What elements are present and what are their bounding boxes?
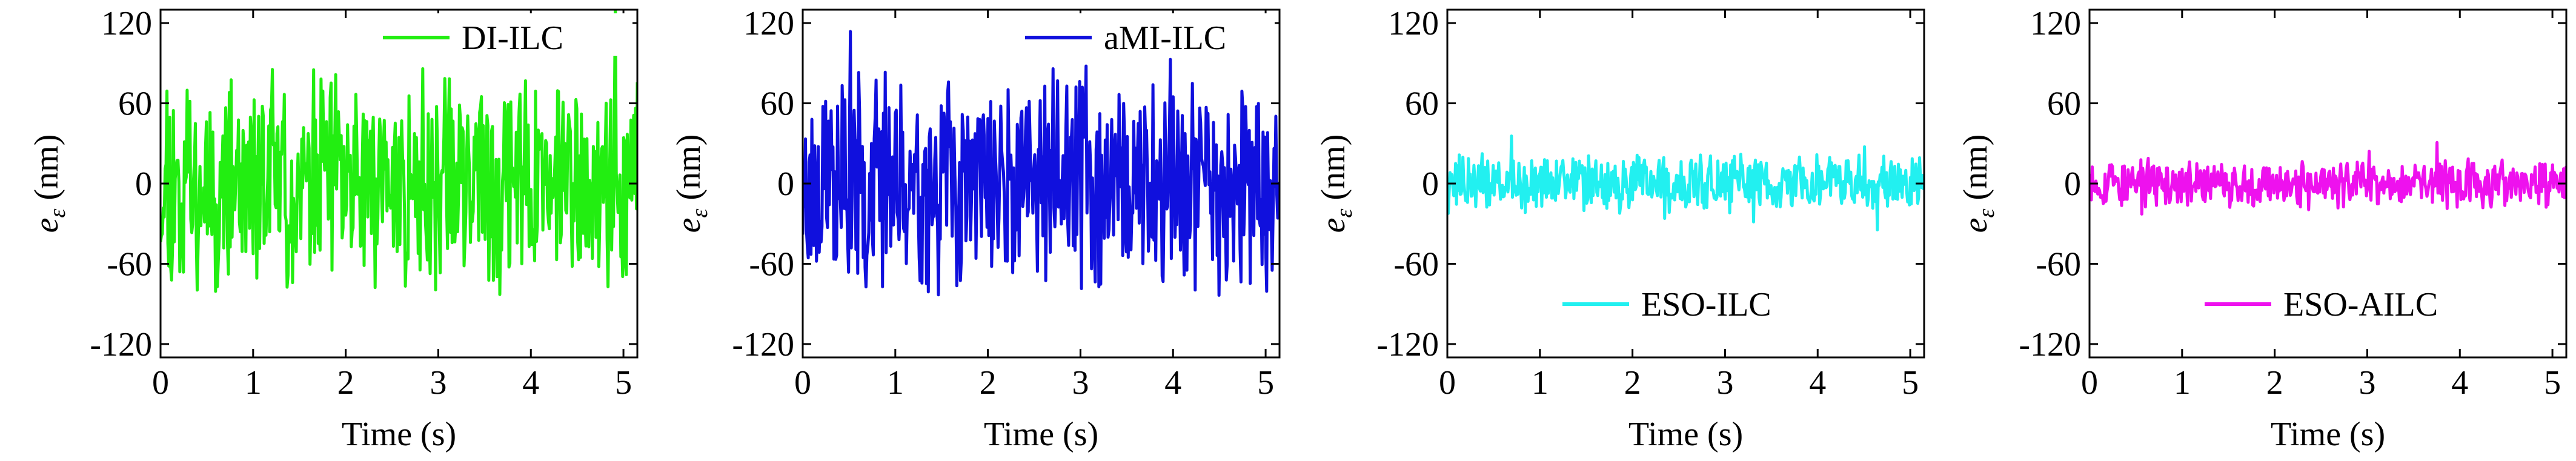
legend-background: [1020, 13, 1275, 56]
x-axis-label: Time (s): [2271, 416, 2385, 453]
y-tick-label: 0: [135, 165, 152, 203]
x-tick-label: 0: [152, 364, 169, 402]
y-axis-label-subscript: ε: [45, 208, 70, 217]
x-tick-label: 2: [980, 364, 997, 402]
y-tick-label: -60: [1393, 245, 1439, 283]
x-tick-label: 0: [1439, 364, 1456, 402]
y-tick-label: 0: [1422, 165, 1439, 203]
y-tick-label: -120: [1376, 326, 1439, 363]
y-tick-label: -120: [732, 326, 794, 363]
x-tick-label: 5: [1257, 364, 1274, 402]
x-tick-label: 4: [522, 364, 539, 402]
y-axis-label-symbol: e: [28, 217, 65, 233]
x-tick-label: 4: [1809, 364, 1826, 402]
x-tick-label: 4: [2451, 364, 2468, 402]
legend-label: DI-ILC: [462, 19, 563, 57]
series-line-DI-ILC: [161, 10, 637, 296]
y-axis-label-symbol: e: [1957, 217, 1994, 233]
y-tick-label: 0: [2064, 165, 2081, 203]
x-tick-label: 0: [2081, 364, 2098, 402]
x-tick-label: 5: [2544, 364, 2561, 402]
legend-background: [1558, 280, 1812, 322]
y-tick-label: 120: [101, 5, 152, 42]
legend-label: ESO-AILC: [2283, 286, 2438, 323]
x-tick-label: 3: [1716, 364, 1733, 402]
x-tick-label: 4: [1164, 364, 1181, 402]
chart-panel-1: 0 1 2 3 4 5 120 60 0 -60 -120 Time (s) eε (nm) DI-ILC: [28, 5, 639, 453]
series-line-ESO-AILC: [2090, 141, 2566, 216]
y-tick-label: 60: [2047, 85, 2081, 123]
x-tick-label: 2: [1624, 364, 1641, 402]
legend-label: ESO-ILC: [1641, 286, 1771, 323]
y-axis-label-subscript: ε: [1974, 208, 1999, 217]
y-tick-label: 60: [118, 85, 152, 123]
y-axis-label-subscript: ε: [1332, 208, 1357, 217]
y-axis-label-unit: (nm): [28, 134, 65, 209]
y-tick-label: 60: [1405, 85, 1439, 123]
y-tick-label: 120: [1388, 5, 1439, 42]
chart-panel-2: 0 1 2 3 4 5 120 60 0 -60 -120 Time (s) eε (nm) aMI-IL…: [670, 5, 1281, 453]
x-tick-label: 3: [430, 364, 446, 402]
y-tick-label: -120: [2019, 326, 2081, 363]
chart-panel-4: 0 1 2 3 4 5 120 60 0 -60 -120 Time (s) eε (nm) ESO-AI…: [1957, 5, 2568, 453]
y-tick-label: 0: [777, 165, 794, 203]
y-axis-label-symbol: e: [1315, 217, 1352, 233]
x-axis-label: Time (s): [342, 416, 456, 453]
x-tick-label: 1: [887, 364, 904, 402]
series-line-aMI-ILC: [803, 30, 1280, 297]
x-tick-label: 0: [794, 364, 811, 402]
legend-background: [378, 13, 632, 56]
y-axis-label-symbol: e: [670, 217, 708, 233]
y-tick-label: -120: [90, 326, 152, 363]
x-tick-label: 2: [2266, 364, 2283, 402]
y-tick-label: 60: [760, 85, 794, 123]
y-axis-label: eε (nm): [28, 134, 70, 233]
legend-label: aMI-ILC: [1104, 19, 1226, 57]
y-tick-label: -60: [749, 245, 794, 283]
y-axis-label-unit: (nm): [1315, 134, 1352, 209]
y-tick-label: 120: [743, 5, 794, 42]
y-tick-label: -60: [2036, 245, 2081, 283]
y-tick-label: -60: [107, 245, 152, 283]
y-axis-label: eε (nm): [1315, 134, 1357, 233]
y-tick-label: 120: [2030, 5, 2081, 42]
x-tick-label: 3: [2359, 364, 2375, 402]
x-tick-label: 5: [615, 364, 632, 402]
y-axis-label: eε (nm): [1957, 134, 1999, 233]
chart-panel-3: 0 1 2 3 4 5 120 60 0 -60 -120 Time (s) eε (nm) ESO-IL…: [1315, 5, 1925, 453]
x-tick-label: 2: [337, 364, 354, 402]
x-tick-label: 1: [2174, 364, 2191, 402]
y-axis-label-unit: (nm): [670, 134, 708, 209]
x-tick-label: 1: [1532, 364, 1549, 402]
series-line-ESO-ILC: [1447, 134, 1924, 231]
y-axis-label-subscript: ε: [687, 208, 712, 217]
x-tick-label: 5: [1902, 364, 1919, 402]
x-tick-label: 1: [245, 364, 262, 402]
x-axis-label: Time (s): [1628, 416, 1743, 453]
x-tick-label: 3: [1072, 364, 1089, 402]
x-axis-label: Time (s): [984, 416, 1098, 453]
y-axis-label-unit: (nm): [1957, 134, 1994, 209]
y-axis-label: eε (nm): [670, 134, 712, 233]
legend-background: [2200, 280, 2454, 322]
